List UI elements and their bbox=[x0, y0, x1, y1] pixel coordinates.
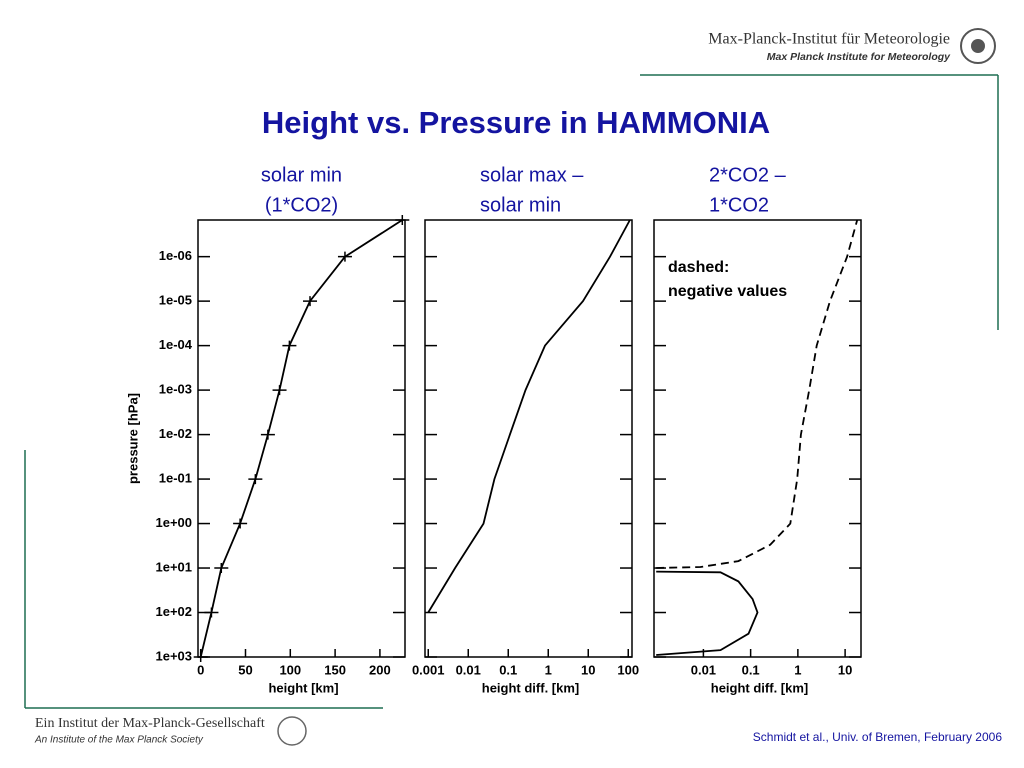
y-tick-label: 1e-03 bbox=[159, 382, 192, 397]
x-tick-label: 0.01 bbox=[456, 662, 481, 677]
x-tick-label: 0 bbox=[197, 662, 204, 677]
marker bbox=[282, 340, 297, 351]
marker bbox=[193, 652, 208, 662]
x-tick-label: 0.001 bbox=[412, 662, 445, 677]
x-tick-label: 1 bbox=[794, 662, 801, 677]
x-axis-label: height diff. [km] bbox=[711, 680, 809, 695]
x-axis-label: height [km] bbox=[268, 680, 338, 695]
x-tick-label: 150 bbox=[324, 662, 346, 677]
x-tick-label: 0.1 bbox=[499, 662, 517, 677]
y-axis-label: pressure [hPa] bbox=[125, 393, 140, 484]
x-tick-label: 50 bbox=[238, 662, 252, 677]
logo bbox=[277, 716, 307, 746]
marker bbox=[337, 251, 352, 262]
chart-title: 2*CO2 – bbox=[709, 164, 787, 186]
annotation: negative values bbox=[668, 283, 787, 300]
plot-frame bbox=[197, 219, 406, 658]
y-tick-label: 1e-06 bbox=[159, 248, 192, 263]
society-en: An Institute of the Max Planck Society bbox=[34, 735, 204, 746]
marker bbox=[260, 429, 275, 440]
x-tick-label: 0.01 bbox=[691, 662, 716, 677]
x-tick-label: 100 bbox=[617, 662, 639, 677]
x-tick-label: 10 bbox=[581, 662, 595, 677]
y-tick-label: 1e-02 bbox=[159, 426, 192, 441]
society: Ein Institut der Max-Planck-Gesellschaft bbox=[35, 716, 265, 731]
credit: Schmidt et al., Univ. of Bremen, Februar… bbox=[753, 730, 1003, 744]
marker bbox=[395, 215, 410, 225]
marker bbox=[233, 518, 248, 529]
chart-title: solar max – bbox=[480, 164, 584, 186]
profile-line bbox=[427, 219, 631, 613]
profile-line bbox=[656, 570, 759, 656]
y-tick-label: 1e+00 bbox=[155, 515, 192, 530]
chart-title: 1*CO2 bbox=[709, 194, 769, 216]
chart-title: solar min bbox=[480, 194, 561, 216]
marker bbox=[214, 563, 229, 574]
y-tick-label: 1e+01 bbox=[155, 559, 192, 574]
marker bbox=[204, 607, 219, 618]
x-tick-label: 10 bbox=[838, 662, 852, 677]
profile-line bbox=[656, 219, 859, 569]
y-tick-label: 1e-05 bbox=[159, 293, 192, 308]
y-tick-label: 1e-01 bbox=[159, 471, 192, 486]
plot-frame bbox=[653, 219, 862, 658]
chart-title: solar min bbox=[261, 164, 342, 186]
y-tick-label: 1e-04 bbox=[159, 337, 193, 352]
plot-frame bbox=[424, 219, 633, 658]
marker bbox=[248, 474, 263, 485]
slide-title: Height vs. Pressure in HAMMONIA bbox=[262, 105, 770, 140]
x-tick-label: 1 bbox=[545, 662, 552, 677]
x-tick-label: 100 bbox=[279, 662, 301, 677]
annotation: dashed: bbox=[668, 259, 729, 276]
y-tick-label: 1e+03 bbox=[155, 648, 192, 663]
x-tick-label: 200 bbox=[369, 662, 391, 677]
logo bbox=[971, 39, 985, 53]
x-tick-label: 0.1 bbox=[742, 662, 760, 677]
y-tick-label: 1e+02 bbox=[155, 604, 192, 619]
institute: Max-Planck-Institut für Meteorologie bbox=[708, 31, 950, 48]
chart-title: (1*CO2) bbox=[265, 194, 338, 216]
marker bbox=[272, 385, 287, 396]
logo bbox=[960, 28, 996, 64]
profile-line bbox=[199, 219, 403, 658]
institute-en: Max Planck Institute for Meteorology bbox=[767, 51, 951, 63]
x-axis-label: height diff. [km] bbox=[482, 680, 580, 695]
marker bbox=[303, 296, 318, 307]
